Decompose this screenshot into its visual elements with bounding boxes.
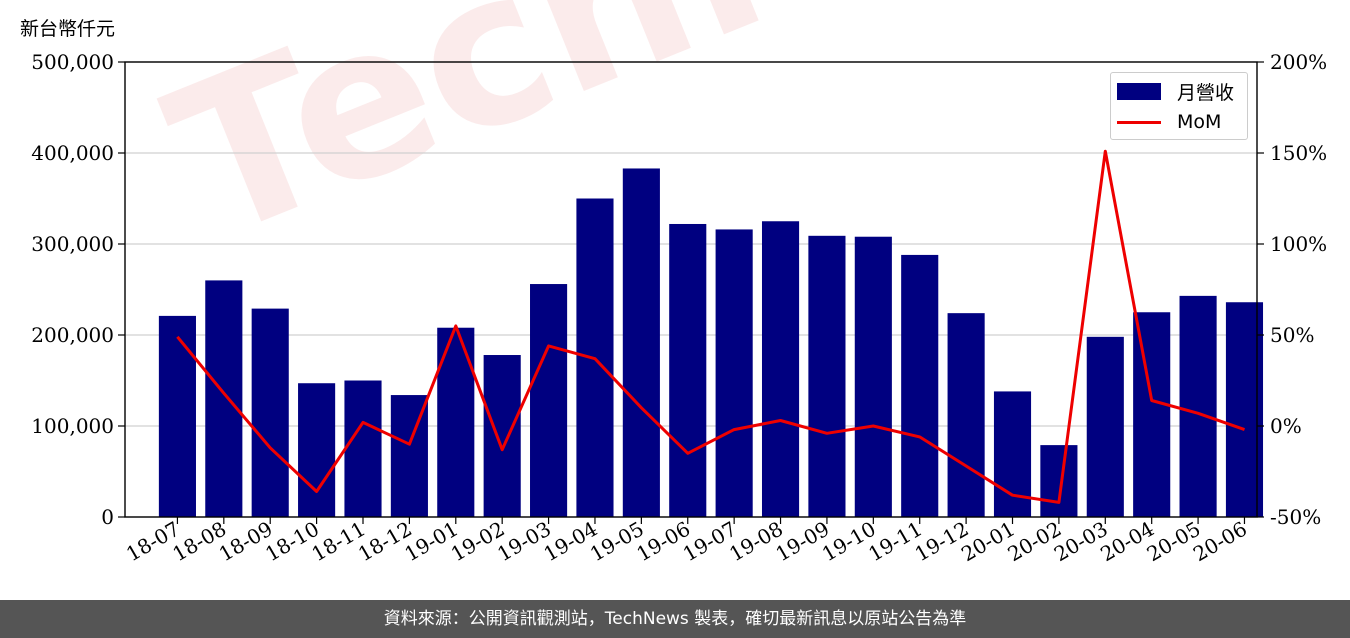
bar-19-08 xyxy=(761,221,800,517)
y-tick-label-right: -50% xyxy=(1270,505,1321,529)
y-tick-label-right: 0% xyxy=(1270,414,1302,438)
bar-20-04 xyxy=(1133,312,1171,517)
mom-line-layer xyxy=(176,149,1245,504)
y-tick-label-left: 300,000 xyxy=(31,232,114,256)
legend-item-revenue: 月營收 xyxy=(1117,78,1234,104)
bar-19-11 xyxy=(901,254,939,518)
bar-20-02 xyxy=(1040,445,1078,517)
bar-19-07 xyxy=(715,229,753,517)
y-axis-unit-label: 新台幣仟元 xyxy=(20,18,116,40)
y-tick-label-right: 200% xyxy=(1270,50,1327,74)
bar-18-10 xyxy=(298,383,336,517)
revenue-bars xyxy=(158,168,1264,518)
y-tick-label-left: 500,000 xyxy=(31,50,114,74)
bar-20-05 xyxy=(1179,295,1217,517)
bar-19-12 xyxy=(947,313,985,517)
bar-18-08 xyxy=(205,280,243,517)
revenue-chart: 0 100,000 200,000 300,000 400,000 500,000 -50%… xyxy=(31,50,1327,566)
bar-19-05 xyxy=(622,168,660,517)
legend-label-mom: MoM xyxy=(1177,111,1222,133)
bar-18-11 xyxy=(344,380,382,517)
y-tick-label-left: 0 xyxy=(101,505,114,529)
bar-19-06 xyxy=(669,223,707,518)
source-footer: 資料來源：公開資訊觀測站，TechNews 製表，確切最新訊息以原站公告為準 xyxy=(0,600,1350,638)
y-tick-label-right: 100% xyxy=(1270,232,1327,256)
y-tick-label-right: 150% xyxy=(1270,141,1327,165)
legend-label-revenue: 月營收 xyxy=(1177,81,1235,104)
y-tick-label-left: 400,000 xyxy=(31,141,114,165)
bar-20-03 xyxy=(1086,336,1124,517)
y-tick-label-left: 200,000 xyxy=(31,323,114,347)
bar-19-03 xyxy=(530,284,568,517)
bar-19-10 xyxy=(854,236,892,517)
legend-swatch-revenue xyxy=(1117,82,1161,100)
bar-19-02 xyxy=(483,355,521,517)
bar-18-07 xyxy=(158,315,196,517)
legend-swatch-mom xyxy=(1117,120,1161,124)
legend-item-mom: MoM xyxy=(1117,109,1221,135)
y-tick-label-right: 50% xyxy=(1270,323,1314,347)
bar-19-09 xyxy=(808,235,846,517)
y-tick-label-left: 100,000 xyxy=(31,414,114,438)
legend: 月營收 MoM xyxy=(1110,72,1248,140)
plot-frame xyxy=(124,61,1258,518)
bar-18-09 xyxy=(251,308,289,517)
mom-line xyxy=(176,149,1245,504)
